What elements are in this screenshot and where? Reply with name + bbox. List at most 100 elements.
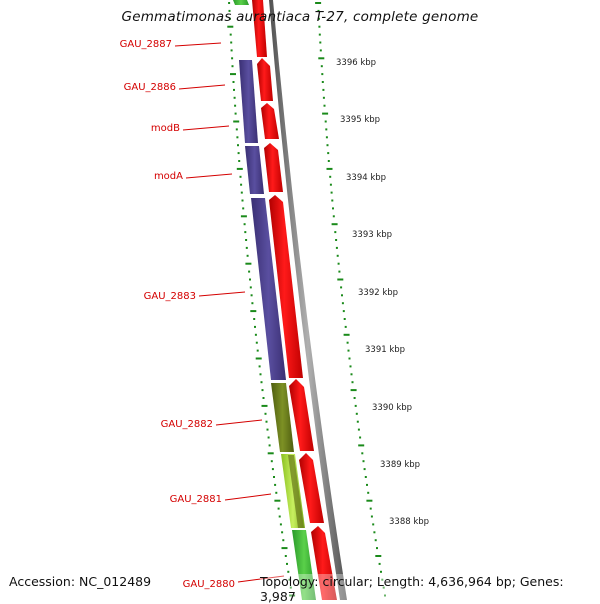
minor-tick bbox=[228, 17, 231, 20]
minor-tick bbox=[329, 175, 332, 178]
minor-tick bbox=[254, 325, 256, 328]
minor-tick bbox=[317, 17, 320, 20]
map-title: Gemmatimonas aurantiaca T-27, complete g… bbox=[121, 9, 479, 25]
minor-tick bbox=[232, 81, 235, 83]
minor-tick bbox=[370, 515, 373, 518]
minor-tick bbox=[231, 65, 234, 68]
major-tick bbox=[233, 120, 240, 123]
major-tick bbox=[350, 389, 357, 392]
minor-tick bbox=[284, 555, 287, 557]
minor-tick bbox=[323, 104, 326, 107]
minor-tick bbox=[289, 586, 292, 589]
minor-tick bbox=[329, 183, 332, 186]
minor-tick bbox=[265, 420, 268, 423]
gene-label-leader bbox=[215, 419, 263, 426]
accession-text: Accession: NC_012489 bbox=[9, 574, 152, 589]
minor-tick bbox=[362, 460, 365, 463]
gene-label: GAU_2886 bbox=[124, 82, 176, 93]
minor-tick bbox=[234, 104, 237, 107]
minor-tick bbox=[240, 191, 243, 194]
minor-tick bbox=[340, 286, 343, 289]
minor-tick bbox=[259, 373, 262, 376]
kbp-label: 3392 kbp bbox=[358, 288, 398, 298]
gene-label: GAU_2883 bbox=[144, 291, 196, 302]
minor-tick bbox=[287, 570, 290, 573]
forward-gene-arrow bbox=[289, 379, 314, 451]
minor-tick bbox=[275, 491, 278, 494]
minor-tick bbox=[369, 507, 372, 510]
minor-tick bbox=[230, 49, 233, 52]
major-tick bbox=[289, 594, 296, 597]
minor-tick bbox=[236, 136, 239, 139]
gene-label: GAU_2887 bbox=[120, 39, 172, 50]
gene-label-leader bbox=[182, 125, 230, 131]
minor-tick bbox=[332, 215, 335, 218]
minor-tick bbox=[318, 33, 321, 36]
minor-tick bbox=[378, 562, 381, 565]
minor-tick bbox=[350, 373, 353, 376]
minor-tick bbox=[380, 570, 382, 573]
major-tick bbox=[281, 547, 288, 550]
major-tick bbox=[358, 444, 365, 447]
minor-tick bbox=[351, 381, 354, 384]
gene-block-purple bbox=[239, 60, 258, 143]
major-tick bbox=[255, 357, 262, 360]
minor-tick bbox=[372, 523, 375, 526]
minor-tick bbox=[243, 223, 246, 226]
minor-tick bbox=[366, 483, 368, 486]
minor-tick bbox=[363, 468, 366, 471]
minor-tick bbox=[349, 365, 352, 368]
minor-tick bbox=[249, 278, 251, 281]
minor-tick bbox=[324, 120, 327, 123]
minor-tick bbox=[322, 88, 325, 91]
minor-tick bbox=[332, 207, 334, 210]
minor-tick bbox=[335, 239, 338, 241]
minor-tick bbox=[376, 547, 378, 550]
minor-tick bbox=[341, 294, 343, 297]
gene-block-green bbox=[233, 0, 249, 5]
gene-label: GAU_2882 bbox=[161, 419, 213, 430]
forward-gene-arrow bbox=[264, 143, 283, 192]
gene-label: modB bbox=[151, 123, 180, 134]
major-tick bbox=[315, 2, 322, 4]
minor-tick bbox=[348, 357, 351, 360]
minor-tick bbox=[317, 9, 320, 12]
kbp-label: 3396 kbp bbox=[336, 58, 376, 68]
minor-tick bbox=[244, 231, 247, 234]
minor-tick bbox=[268, 444, 271, 447]
gene-label: GAU_2880 bbox=[183, 579, 235, 590]
major-tick bbox=[245, 262, 252, 265]
major-tick bbox=[267, 452, 274, 455]
kbp-label: 3388 kbp bbox=[389, 517, 429, 527]
gene-label-leader bbox=[224, 493, 272, 501]
minor-tick bbox=[344, 325, 347, 328]
forward-strand-track bbox=[252, 0, 337, 600]
gene-block-olive bbox=[271, 383, 294, 452]
minor-tick bbox=[270, 460, 273, 463]
minor-tick bbox=[346, 341, 349, 344]
minor-tick bbox=[233, 88, 235, 91]
gene-label-leader bbox=[185, 173, 233, 179]
major-tick bbox=[343, 333, 350, 336]
minor-tick bbox=[250, 294, 253, 297]
minor-tick bbox=[384, 594, 386, 597]
kbp-label: 3393 kbp bbox=[352, 230, 392, 240]
left-tick-rail bbox=[227, 2, 296, 597]
minor-tick bbox=[242, 207, 245, 210]
minor-tick bbox=[282, 539, 285, 542]
minor-tick bbox=[359, 436, 362, 439]
major-tick bbox=[240, 215, 247, 218]
gene-label-leader bbox=[198, 291, 246, 297]
minor-tick bbox=[279, 523, 282, 526]
minor-tick bbox=[233, 96, 236, 99]
major-tick bbox=[230, 73, 236, 76]
major-tick bbox=[337, 278, 344, 281]
minor-tick bbox=[338, 270, 341, 273]
minor-tick bbox=[367, 491, 370, 494]
kbp-label: 3395 kbp bbox=[340, 115, 380, 125]
minor-tick bbox=[355, 412, 358, 415]
minor-tick bbox=[331, 199, 334, 202]
minor-tick bbox=[347, 349, 350, 352]
